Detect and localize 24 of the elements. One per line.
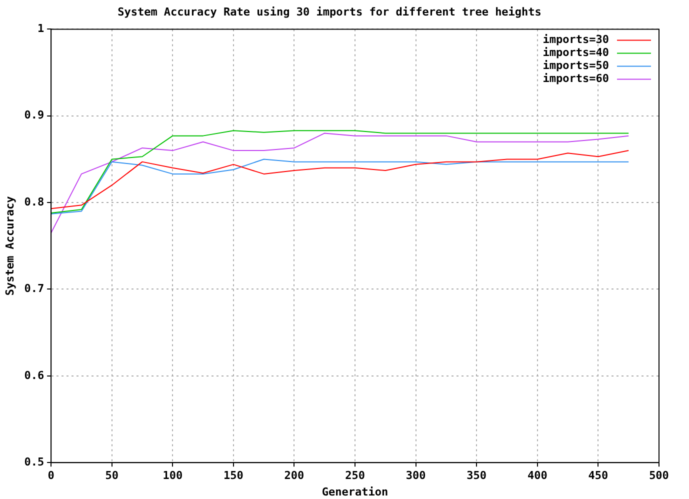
x-tick-label: 100: [162, 469, 183, 482]
x-tick-label: 300: [406, 469, 426, 482]
x-tick-label: 50: [105, 469, 118, 482]
x-tick-label: 400: [527, 469, 548, 482]
legend-label: imports=30: [542, 33, 609, 46]
x-tick-label: 500: [649, 469, 669, 482]
legend-label: imports=50: [542, 59, 609, 72]
x-axis-title: Generation: [322, 485, 388, 498]
x-tick-label: 0: [48, 469, 54, 482]
x-tick-label: 350: [466, 469, 487, 482]
x-tick-label: 150: [224, 469, 244, 482]
x-tick-label: 250: [345, 469, 365, 482]
legend-label: imports=40: [542, 46, 609, 60]
y-tick-label: 0.5: [24, 455, 44, 468]
y-tick-label: 1: [37, 22, 44, 36]
x-tick-label: 200: [284, 469, 304, 482]
y-tick-label: 0.7: [24, 282, 44, 296]
y-tick-label: 0.8: [24, 195, 44, 208]
y-tick-label: 0.6: [24, 368, 44, 382]
legend-label: imports=60: [542, 72, 609, 86]
chart-title: System Accuracy Rate using 30 imports for different tree heights: [118, 5, 542, 18]
x-tick-label: 450: [588, 469, 608, 482]
y-tick-label: 0.9: [24, 108, 44, 122]
y-axis-title: System Accuracy: [3, 196, 16, 296]
